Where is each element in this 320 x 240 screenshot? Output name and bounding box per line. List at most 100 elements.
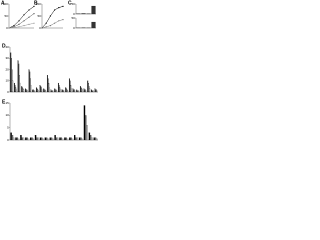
bar — [27, 90, 29, 93]
bar — [57, 82, 59, 93]
bar — [23, 89, 25, 93]
bar — [64, 137, 66, 141]
panel-label: B — [34, 0, 38, 6]
bar — [25, 137, 27, 141]
bar — [13, 137, 15, 141]
point — [23, 25, 25, 27]
bar — [37, 89, 39, 93]
bar — [55, 89, 57, 93]
point — [45, 22, 47, 24]
bar — [78, 90, 80, 93]
point — [62, 19, 64, 21]
line-series — [8, 6, 35, 29]
bar — [90, 89, 92, 93]
bar — [52, 90, 53, 93]
bar — [91, 137, 93, 141]
bar — [54, 135, 56, 141]
panel-label: A — [1, 0, 5, 6]
bar — [65, 87, 67, 93]
bar — [52, 90, 54, 93]
bar — [76, 89, 78, 93]
point — [18, 23, 20, 25]
bar — [44, 89, 45, 93]
bar — [12, 80, 14, 93]
bar — [55, 89, 56, 93]
bar — [17, 138, 20, 141]
bar — [44, 89, 46, 93]
point — [45, 26, 47, 28]
line-series — [8, 22, 35, 29]
y-tick-label: 10 — [5, 79, 9, 83]
bar — [80, 137, 82, 141]
point — [8, 27, 10, 29]
bar — [26, 89, 28, 93]
bar — [55, 137, 58, 141]
y-tick-label: 100 — [36, 2, 41, 6]
bar — [91, 90, 93, 93]
bar — [45, 90, 47, 93]
bar — [69, 137, 71, 141]
y-tick-label: 100 — [3, 2, 8, 6]
bar — [70, 137, 72, 141]
bar — [69, 80, 71, 93]
bar — [16, 89, 18, 93]
bar — [66, 89, 68, 93]
bar — [50, 89, 52, 93]
bar — [73, 89, 75, 93]
bar — [11, 58, 12, 93]
bar — [94, 88, 96, 93]
panel-label: E — [2, 99, 6, 105]
page: {"chart_data": [ {"type": "line", "title… — [0, 0, 100, 145]
bar — [71, 138, 74, 141]
bar — [72, 88, 74, 93]
bar — [11, 135, 14, 141]
bar — [77, 90, 79, 93]
y-tick-label: 0 — [73, 12, 75, 16]
point — [28, 23, 30, 25]
bar — [82, 89, 84, 93]
y-tick-label: 0 — [7, 138, 9, 142]
bar — [87, 80, 89, 93]
point — [58, 7, 60, 9]
bar — [46, 75, 48, 93]
bar — [14, 85, 16, 93]
y-tick-label: 50 — [71, 2, 75, 6]
bar — [89, 88, 91, 93]
bar — [36, 137, 38, 141]
point — [58, 20, 60, 22]
bar — [45, 137, 48, 141]
bar — [10, 52, 12, 93]
y-tick-label: 0 — [6, 26, 8, 30]
bar — [35, 87, 37, 93]
bar — [84, 89, 86, 93]
bar — [85, 89, 86, 93]
bar — [74, 89, 75, 93]
bar — [68, 78, 70, 93]
bar — [60, 137, 63, 141]
bar — [24, 88, 26, 93]
bar — [40, 86, 42, 93]
bar — [96, 89, 97, 93]
bar — [62, 89, 64, 93]
point — [49, 15, 52, 17]
bar — [22, 88, 24, 93]
bar — [10, 132, 12, 141]
bar — [88, 132, 91, 141]
y-tick-label: 5 — [7, 125, 9, 129]
bar — [25, 89, 27, 93]
bar — [27, 138, 30, 141]
bar — [89, 135, 92, 141]
bar — [29, 71, 31, 93]
bar — [61, 138, 64, 141]
bar — [75, 137, 77, 141]
point — [13, 26, 15, 29]
bar — [78, 137, 81, 141]
bar — [13, 82, 15, 93]
y-tick-label: 20 — [5, 67, 9, 71]
bar — [30, 78, 31, 93]
bar — [73, 135, 76, 141]
bar — [51, 90, 53, 93]
y-tick-label: 50 — [4, 14, 8, 18]
point — [18, 20, 20, 22]
point — [28, 9, 30, 11]
